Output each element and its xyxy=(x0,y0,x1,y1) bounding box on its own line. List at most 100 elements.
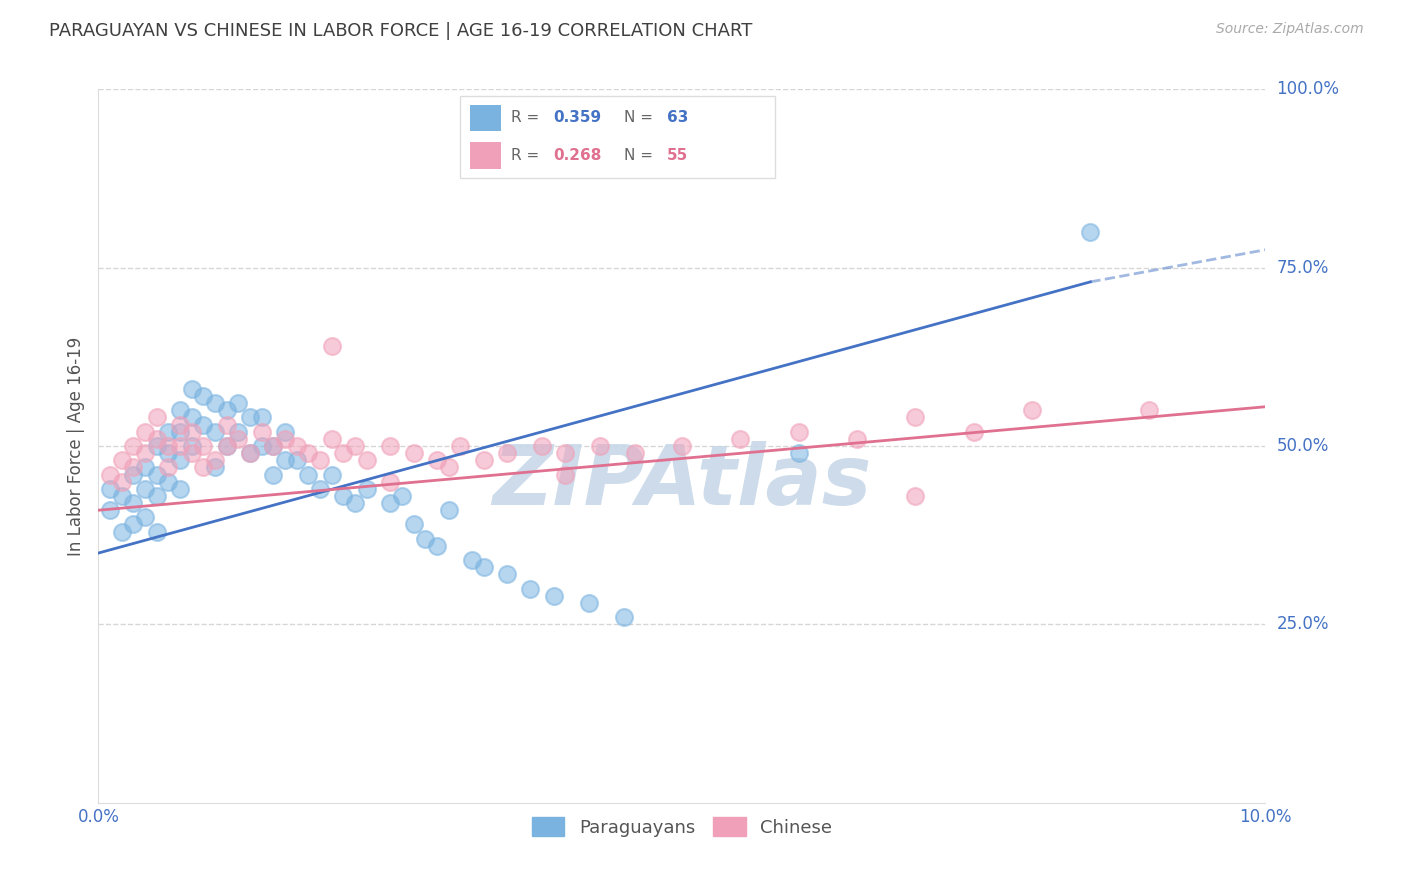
Point xyxy=(1080,225,1102,239)
Point xyxy=(228,432,250,446)
Point xyxy=(787,446,810,460)
Point xyxy=(169,482,191,496)
Point xyxy=(332,446,354,460)
Point xyxy=(111,524,134,539)
Point xyxy=(134,460,156,475)
Point xyxy=(321,339,343,353)
Point xyxy=(904,489,927,503)
Point xyxy=(426,453,449,467)
Point xyxy=(111,475,134,489)
Point xyxy=(449,439,471,453)
Point xyxy=(730,432,752,446)
Point xyxy=(157,425,180,439)
Legend: Paraguayans, Chinese: Paraguayans, Chinese xyxy=(524,810,839,844)
Point xyxy=(426,539,449,553)
Point xyxy=(180,425,202,439)
Point xyxy=(962,425,984,439)
Point xyxy=(496,446,519,460)
Point xyxy=(904,410,927,425)
Point xyxy=(530,439,553,453)
Point xyxy=(274,425,297,439)
Point xyxy=(98,503,121,517)
Point xyxy=(204,453,226,467)
Point xyxy=(146,439,169,453)
Point xyxy=(215,439,238,453)
Point xyxy=(612,610,634,624)
Point xyxy=(193,417,215,432)
Point xyxy=(134,446,156,460)
Point xyxy=(180,382,202,396)
Point xyxy=(193,460,215,475)
Point xyxy=(356,453,378,467)
Point xyxy=(157,446,180,460)
Point xyxy=(215,439,238,453)
Point xyxy=(146,524,169,539)
Point xyxy=(472,453,495,467)
Text: Source: ZipAtlas.com: Source: ZipAtlas.com xyxy=(1216,22,1364,37)
Point xyxy=(122,467,145,482)
Point xyxy=(309,482,332,496)
Point xyxy=(380,496,402,510)
Point xyxy=(274,453,297,467)
Point xyxy=(215,403,238,417)
Point xyxy=(228,396,250,410)
Point xyxy=(180,410,202,425)
Point xyxy=(146,467,169,482)
Point xyxy=(554,467,576,482)
Point xyxy=(111,489,134,503)
Point xyxy=(285,439,308,453)
Point xyxy=(122,460,145,475)
Point xyxy=(146,489,169,503)
Point xyxy=(1137,403,1160,417)
Point xyxy=(274,432,297,446)
Point xyxy=(356,482,378,496)
Point xyxy=(122,496,145,510)
Text: PARAGUAYAN VS CHINESE IN LABOR FORCE | AGE 16-19 CORRELATION CHART: PARAGUAYAN VS CHINESE IN LABOR FORCE | A… xyxy=(49,22,752,40)
Point xyxy=(543,589,565,603)
Point xyxy=(402,517,425,532)
Text: 75.0%: 75.0% xyxy=(1277,259,1329,277)
Point xyxy=(437,460,460,475)
Point xyxy=(239,446,262,460)
Point xyxy=(437,503,460,517)
Point xyxy=(134,510,156,524)
Point xyxy=(787,425,810,439)
Point xyxy=(496,567,519,582)
Point xyxy=(262,439,284,453)
Point xyxy=(146,410,169,425)
Point xyxy=(169,439,191,453)
Point xyxy=(111,453,134,467)
Point xyxy=(297,446,319,460)
Point xyxy=(624,446,647,460)
Point xyxy=(285,453,308,467)
Point xyxy=(250,439,273,453)
Point xyxy=(169,425,191,439)
Text: 100.0%: 100.0% xyxy=(1277,80,1340,98)
Point xyxy=(98,467,121,482)
Text: 25.0%: 25.0% xyxy=(1277,615,1329,633)
Point xyxy=(157,460,180,475)
Point xyxy=(391,489,413,503)
Point xyxy=(250,425,273,439)
Point xyxy=(134,482,156,496)
Point xyxy=(157,439,180,453)
Point xyxy=(332,489,354,503)
Point xyxy=(204,425,226,439)
Point xyxy=(578,596,600,610)
Point xyxy=(157,475,180,489)
Point xyxy=(169,453,191,467)
Point xyxy=(589,439,612,453)
Point xyxy=(180,439,202,453)
Point xyxy=(554,446,576,460)
Point xyxy=(380,475,402,489)
Point xyxy=(344,439,367,453)
Point xyxy=(169,417,191,432)
Point xyxy=(519,582,541,596)
Y-axis label: In Labor Force | Age 16-19: In Labor Force | Age 16-19 xyxy=(66,336,84,556)
Point xyxy=(344,496,367,510)
Point xyxy=(846,432,869,446)
Point xyxy=(98,482,121,496)
Point xyxy=(413,532,436,546)
Point xyxy=(146,432,169,446)
Point xyxy=(402,446,425,460)
